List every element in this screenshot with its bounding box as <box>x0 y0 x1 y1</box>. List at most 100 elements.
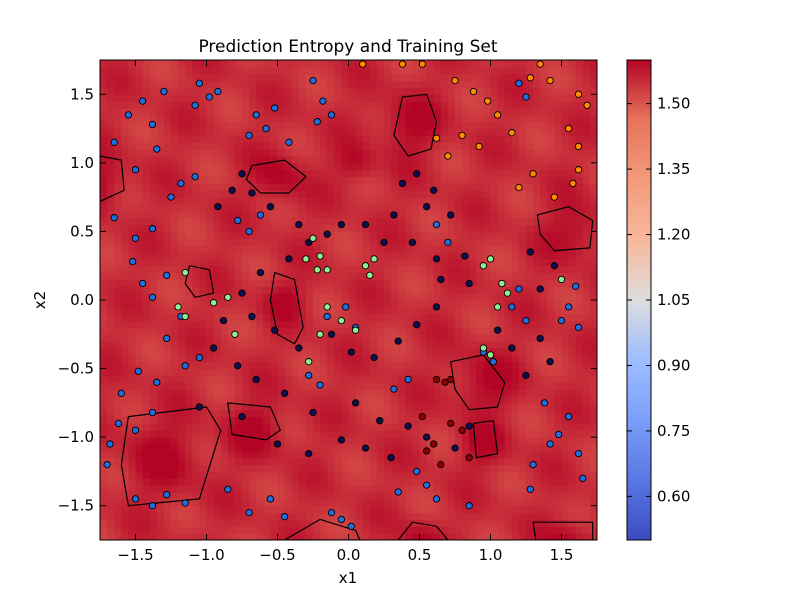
heatmap-cell <box>199 108 208 116</box>
entropy-contour <box>227 402 281 441</box>
heatmap-cell <box>156 300 165 308</box>
heatmap-cell <box>447 238 456 246</box>
heatmap-cell <box>533 169 541 178</box>
heatmap-cell <box>490 444 499 452</box>
heatmap-cell <box>376 526 385 534</box>
heatmap-cell <box>426 327 435 335</box>
heatmap-cell <box>518 162 527 171</box>
heatmap-cell <box>483 478 492 486</box>
heatmap-cell <box>334 238 342 246</box>
heatmap-cell <box>291 121 300 130</box>
heatmap-cell <box>242 169 250 178</box>
heatmap-cell <box>199 526 208 534</box>
heatmap-cell <box>213 197 222 205</box>
heatmap-cell <box>568 327 577 335</box>
heatmap-cell <box>249 485 257 493</box>
training-point-class-0 <box>114 419 123 428</box>
heatmap-cell <box>107 162 115 171</box>
heatmap-cell <box>476 354 484 363</box>
heatmap-cell <box>242 162 250 171</box>
heatmap-cell <box>327 176 335 185</box>
heatmap-cell <box>185 471 193 479</box>
heatmap-cell <box>554 210 563 219</box>
heatmap-cell <box>313 224 321 233</box>
heatmap-cell <box>206 121 215 130</box>
heatmap-cell <box>341 396 350 404</box>
heatmap-cell <box>419 313 428 322</box>
heatmap-cell <box>376 217 385 226</box>
heatmap-cell <box>369 478 378 486</box>
heatmap-cell <box>284 409 293 418</box>
heatmap-cell <box>469 306 477 315</box>
heatmap-cell <box>469 471 477 479</box>
heatmap-cell <box>234 60 243 68</box>
heatmap-cell <box>277 348 286 356</box>
heatmap-cell <box>398 368 406 377</box>
heatmap-cell <box>362 498 371 507</box>
heatmap-cell <box>156 80 165 89</box>
heatmap-cell <box>483 485 492 493</box>
heatmap-cell <box>334 375 342 383</box>
heatmap-cell <box>107 389 115 397</box>
heatmap-cell <box>284 197 293 205</box>
heatmap-cell <box>582 293 591 301</box>
heatmap-cell <box>305 128 314 137</box>
heatmap-cell <box>554 354 563 363</box>
heatmap-cell <box>554 279 563 287</box>
heatmap-cell <box>504 354 513 363</box>
heatmap-cell <box>398 361 406 370</box>
heatmap-cell <box>227 279 236 287</box>
heatmap-cell <box>589 368 597 377</box>
heatmap-cell <box>362 252 371 260</box>
heatmap-cell <box>121 210 129 219</box>
heatmap-cell <box>348 224 357 233</box>
heatmap-cell <box>462 444 470 452</box>
heatmap-cell <box>135 128 144 137</box>
heatmap-cell <box>554 258 563 267</box>
heatmap-cell <box>476 444 484 452</box>
heatmap-cell <box>263 375 271 383</box>
heatmap-cell <box>213 286 222 294</box>
heatmap-cell <box>277 341 286 349</box>
heatmap-cell <box>213 485 222 493</box>
heatmap-cell <box>220 512 229 521</box>
heatmap-cell <box>277 368 286 377</box>
heatmap-cell <box>561 183 570 191</box>
heatmap-cell <box>135 409 144 418</box>
heatmap-cell <box>561 108 570 116</box>
heatmap-cell <box>320 382 328 390</box>
heatmap-cell <box>135 478 144 486</box>
heatmap-cell <box>582 183 591 191</box>
heatmap-cell <box>206 224 215 233</box>
heatmap-cell <box>412 231 421 239</box>
heatmap-cell <box>100 286 108 294</box>
heatmap-cell <box>171 471 179 479</box>
heatmap-cell <box>135 450 144 459</box>
heatmap-cell <box>270 286 279 294</box>
heatmap-cell <box>447 409 456 418</box>
heatmap-cell <box>327 306 335 315</box>
heatmap-cell <box>107 245 115 253</box>
heatmap-cell <box>327 169 335 178</box>
heatmap-cell <box>376 368 385 377</box>
heatmap-cell <box>384 382 392 390</box>
heatmap-cell <box>270 108 279 116</box>
heatmap-cell <box>540 478 548 486</box>
heatmap-cell <box>206 478 215 486</box>
heatmap-cell <box>568 457 577 466</box>
heatmap-cell <box>376 485 385 493</box>
heatmap-cell <box>362 60 371 68</box>
heatmap-cell <box>135 348 144 356</box>
heatmap-cell <box>518 334 527 342</box>
heatmap-cell <box>149 437 158 445</box>
heatmap-cell <box>149 327 158 335</box>
heatmap-cell <box>234 519 243 527</box>
heatmap-cell <box>568 402 577 411</box>
heatmap-cell <box>369 108 378 116</box>
heatmap-cell <box>362 121 371 130</box>
heatmap-cell <box>391 512 399 521</box>
heatmap-cell <box>540 162 548 171</box>
heatmap-cell <box>107 293 115 301</box>
heatmap-cell <box>263 368 271 377</box>
heatmap-cell <box>526 121 534 130</box>
